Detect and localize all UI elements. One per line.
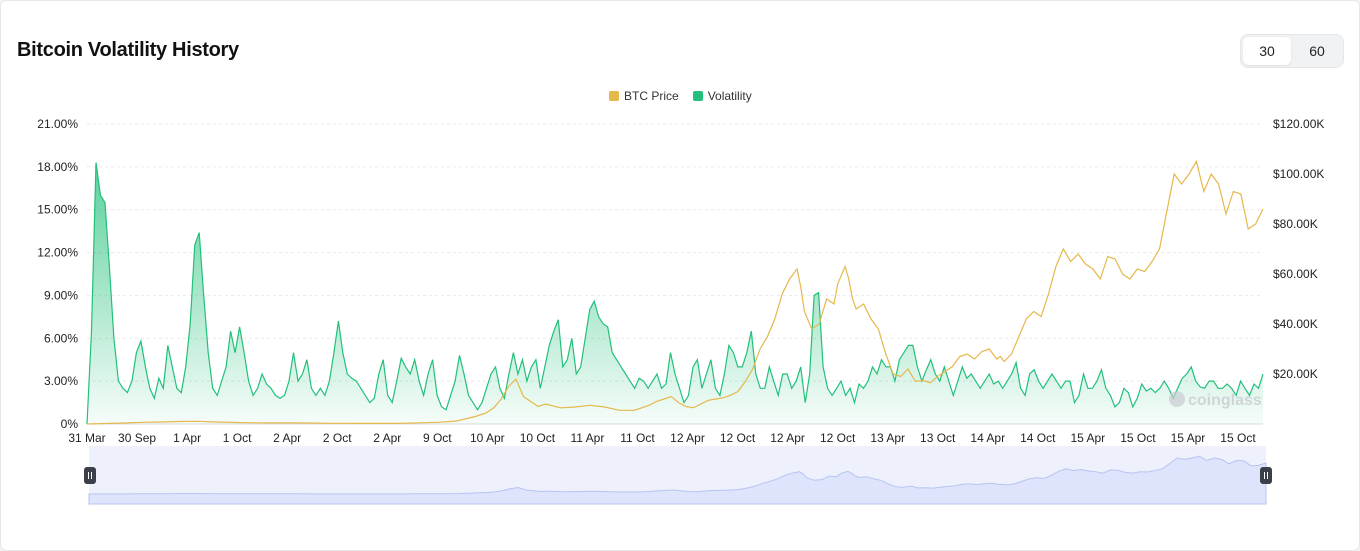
x-tick-label: 31 Mar — [68, 431, 105, 445]
x-tick-label: 12 Apr — [670, 431, 705, 445]
x-axis: 31 Mar 30 Sep 1 Apr 1 Oct 2 Apr 2 Oct 2 Apr 9 O… — [68, 423, 1263, 445]
x-tick-label: 12 Oct — [720, 431, 756, 445]
volatility-area — [87, 162, 1263, 424]
y-left-tick-label: 12.00% — [37, 246, 78, 260]
range-navigator — [84, 446, 1272, 505]
y-left-tick-label: 15.00% — [37, 203, 78, 217]
period-30-button[interactable]: 30 — [1243, 37, 1291, 65]
y-right-tick-label: $20.00K — [1273, 367, 1318, 381]
legend-label-btc-price: BTC Price — [624, 89, 679, 103]
legend-swatch-btc-price — [609, 91, 619, 101]
navigator-handle-right[interactable] — [1260, 467, 1272, 484]
x-tick-label: 30 Sep — [118, 431, 156, 445]
y-right-tick-label: $40.00K — [1273, 317, 1318, 331]
x-tick-label: 2 Apr — [273, 431, 301, 445]
page-title: Bitcoin Volatility History — [17, 39, 239, 61]
legend-label-volatility: Volatility — [707, 89, 752, 103]
chart-legend: BTC Price Volatility — [609, 89, 752, 103]
x-tick-label: 15 Oct — [1220, 431, 1256, 445]
x-tick-label: 2 Oct — [323, 431, 352, 445]
svg-text:coinglass: coinglass — [1188, 392, 1262, 409]
period-toggle: 30 60 — [1240, 34, 1344, 68]
volatility-line — [86, 162, 1264, 425]
x-tick-label: 15 Oct — [1120, 431, 1156, 445]
y-left-tick-label: 18.00% — [37, 160, 78, 174]
x-tick-label: 13 Oct — [920, 431, 956, 445]
y-right-tick-label: $80.00K — [1273, 217, 1318, 231]
navigator-price-area — [88, 455, 1267, 505]
x-tick-label: 14 Apr — [970, 431, 1005, 445]
y-left-tick-label: 21.00% — [37, 117, 78, 131]
navigator-handle-left[interactable] — [84, 467, 96, 484]
y-left-tick-label: 9.00% — [44, 288, 78, 302]
legend-item-volatility[interactable]: Volatility — [692, 89, 752, 103]
y-left-tick-label: 3.00% — [44, 374, 78, 388]
x-tick-label: 10 Apr — [470, 431, 505, 445]
x-tick-label: 11 Apr — [571, 431, 605, 445]
coinglass-watermark: coinglass — [1169, 391, 1262, 409]
x-tick-label: 13 Apr — [870, 431, 905, 445]
y-axis-right: $20.00K $40.00K $60.00K $80.00K $100.00K $120… — [1273, 117, 1324, 381]
y-right-tick-label: $100.00K — [1273, 167, 1324, 181]
x-tick-label: 15 Apr — [1070, 431, 1105, 445]
y-left-tick-label: 6.00% — [44, 331, 78, 345]
legend-swatch-volatility — [692, 91, 703, 101]
x-tick-label: 12 Oct — [820, 431, 856, 445]
x-tick-label: 12 Apr — [770, 431, 805, 445]
x-tick-label: 1 Oct — [223, 431, 252, 445]
period-60-button[interactable]: 60 — [1309, 43, 1325, 59]
x-tick-label: 1 Apr — [173, 431, 201, 445]
x-tick-label: 10 Oct — [520, 431, 556, 445]
y-right-tick-label: $60.00K — [1273, 267, 1318, 281]
x-tick-label: 9 Oct — [423, 431, 452, 445]
y-left-tick-label: 0% — [61, 417, 79, 431]
x-tick-label: 2 Apr — [373, 431, 401, 445]
chart-series — [86, 159, 1264, 425]
x-tick-label: 14 Oct — [1020, 431, 1056, 445]
btc-price-line — [86, 159, 1264, 425]
x-tick-label: 11 Oct — [620, 431, 655, 445]
x-tick-label: 15 Apr — [1171, 431, 1206, 445]
y-axis-left: 0% 3.00% 6.00% 9.00% 12.00% 15.00% 18.00% 21.00… — [37, 117, 78, 431]
y-right-tick-label: $120.00K — [1273, 117, 1324, 131]
legend-item-btc-price[interactable]: BTC Price — [609, 89, 679, 103]
